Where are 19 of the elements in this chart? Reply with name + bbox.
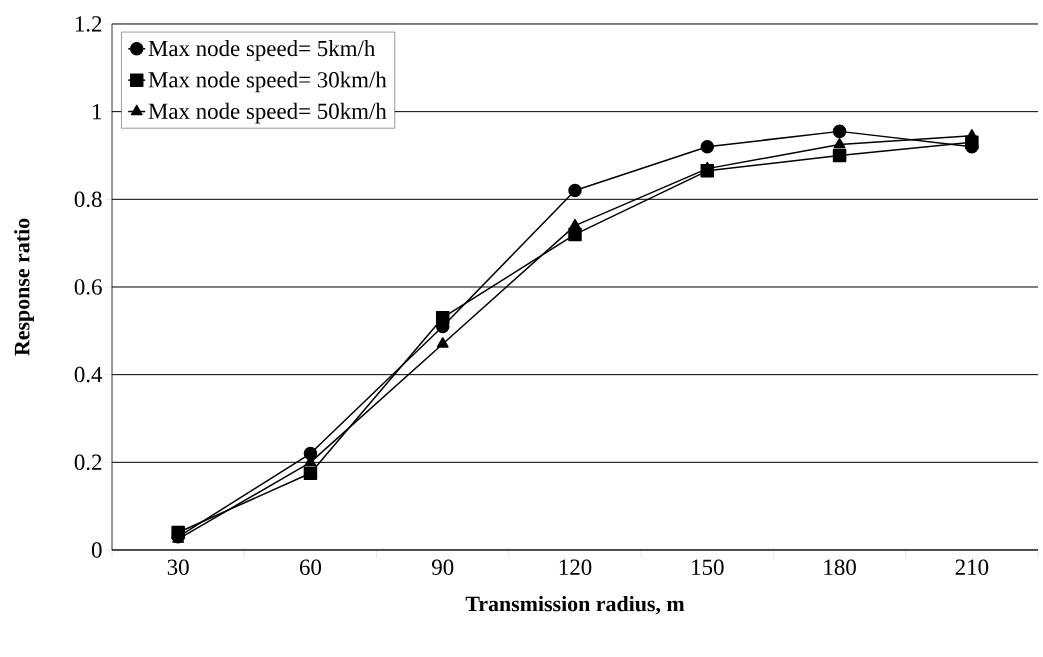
y-axis-title: Response ratio xyxy=(14,218,34,356)
x-tick-label: 120 xyxy=(559,559,592,575)
y-tick-label: 0 xyxy=(91,542,102,558)
x-tick-label: 210 xyxy=(955,559,989,575)
y-tick-label: 0.2 xyxy=(74,454,102,471)
x-tick-label: 90 xyxy=(432,559,454,575)
y-tick-label: 1 xyxy=(93,104,102,120)
y-tick-label: 0.4 xyxy=(74,366,103,383)
x-tick-label: 60 xyxy=(299,559,322,575)
x-tick-label: 150 xyxy=(692,559,724,575)
legend-label: Max node speed= 50km/h xyxy=(148,102,387,124)
legend-label: Max node speed= 30km/h xyxy=(148,71,387,93)
y-tick-label: 0.8 xyxy=(74,191,102,208)
x-tick-label: 180 xyxy=(824,559,856,575)
x-tick-label: 30 xyxy=(167,559,189,575)
y-tick-label: 1.2 xyxy=(75,16,102,32)
y-tick-label: 0.6 xyxy=(74,279,102,295)
x-axis-title: Transmission radius, m xyxy=(465,595,685,615)
legend-label: Max node speed= 5km/h xyxy=(148,40,376,61)
